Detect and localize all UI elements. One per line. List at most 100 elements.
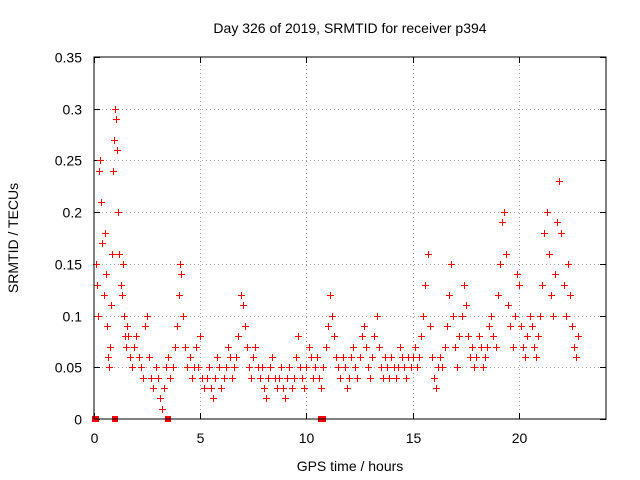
data-point [497,261,504,268]
data-point [182,344,189,351]
data-point [138,364,145,371]
plot-frame [93,56,607,420]
data-point [184,364,191,371]
x-tick-label: 10 [299,430,315,446]
data-point [344,385,351,392]
y-axis-label: SRMTID / TECUs [5,183,21,293]
data-point [505,302,512,309]
data-point [354,375,361,382]
data-point [327,292,334,299]
data-point [274,385,281,392]
data-point [176,292,183,299]
data-point [422,282,429,289]
data-point [325,323,332,330]
data-point [403,375,410,382]
data-point [448,261,455,268]
data-point [446,292,453,299]
data-point [218,385,225,392]
data-point [558,230,565,237]
data-point [172,344,179,351]
data-point [136,354,143,361]
data-point [121,313,128,320]
data-point [461,282,468,289]
data-point [352,364,359,371]
data-point [206,364,213,371]
data-point [397,344,404,351]
chart-title: Day 326 of 2019, SRMTID for receiver p39… [213,20,486,36]
data-point [177,261,184,268]
data-point [408,364,415,371]
data-point [320,364,327,371]
data-point [101,292,108,299]
data-point [231,364,238,371]
data-point [569,323,576,330]
data-point [163,364,170,371]
data-point [111,137,118,144]
data-points [92,106,582,422]
data-point [378,364,385,371]
y-tick-label: 0.15 [55,257,82,273]
data-point [465,333,472,340]
data-point [94,282,101,289]
data-point [367,375,374,382]
data-point [476,333,483,340]
data-point [442,344,449,351]
data-point [537,313,544,320]
data-point [425,251,432,258]
data-point [312,364,319,371]
data-point [556,178,563,185]
data-point [99,240,106,247]
data-point [342,364,349,371]
data-point [374,313,381,320]
data-point [155,375,162,382]
data-point [548,292,555,299]
data-point [276,375,283,382]
data-point [103,271,110,278]
data-point [388,354,395,361]
data-point [456,333,463,340]
data-point [493,344,500,351]
data-point [382,354,389,361]
data-point [571,344,578,351]
data-point [150,385,157,392]
data-point [289,385,296,392]
data-point [573,354,580,361]
data-point [112,106,119,113]
data-point [516,282,523,289]
data-point [310,375,317,382]
data-point [501,209,508,216]
data-point [295,333,302,340]
data-point [140,375,147,382]
data-point [533,354,540,361]
data-point [208,385,215,392]
data-point [518,323,525,330]
data-point [133,333,140,340]
x-tick-label: 15 [406,430,422,446]
data-point [333,354,340,361]
x-axis-label: GPS time / hours [297,458,404,474]
data-point [244,344,251,351]
data-point [97,157,104,164]
data-point [473,354,480,361]
data-point [229,375,236,382]
data-point [348,354,355,361]
tick-labels: 0 0.05 0.1 0.15 0.2 0.25 0.3 0.35 0 5 10 15 20 [55,50,528,447]
data-point [102,230,109,237]
data-point [531,344,538,351]
data-point [259,364,266,371]
data-point [363,344,370,351]
data-point [267,364,274,371]
data-point [395,364,402,371]
data-point [161,385,168,392]
data-point [195,364,202,371]
data-point [95,313,102,320]
data-point [233,354,240,361]
data-point [107,344,114,351]
data-point [252,344,259,351]
data-point [323,344,330,351]
data-point [439,364,446,371]
data-point [371,333,378,340]
data-point [463,302,470,309]
data-point [148,375,155,382]
